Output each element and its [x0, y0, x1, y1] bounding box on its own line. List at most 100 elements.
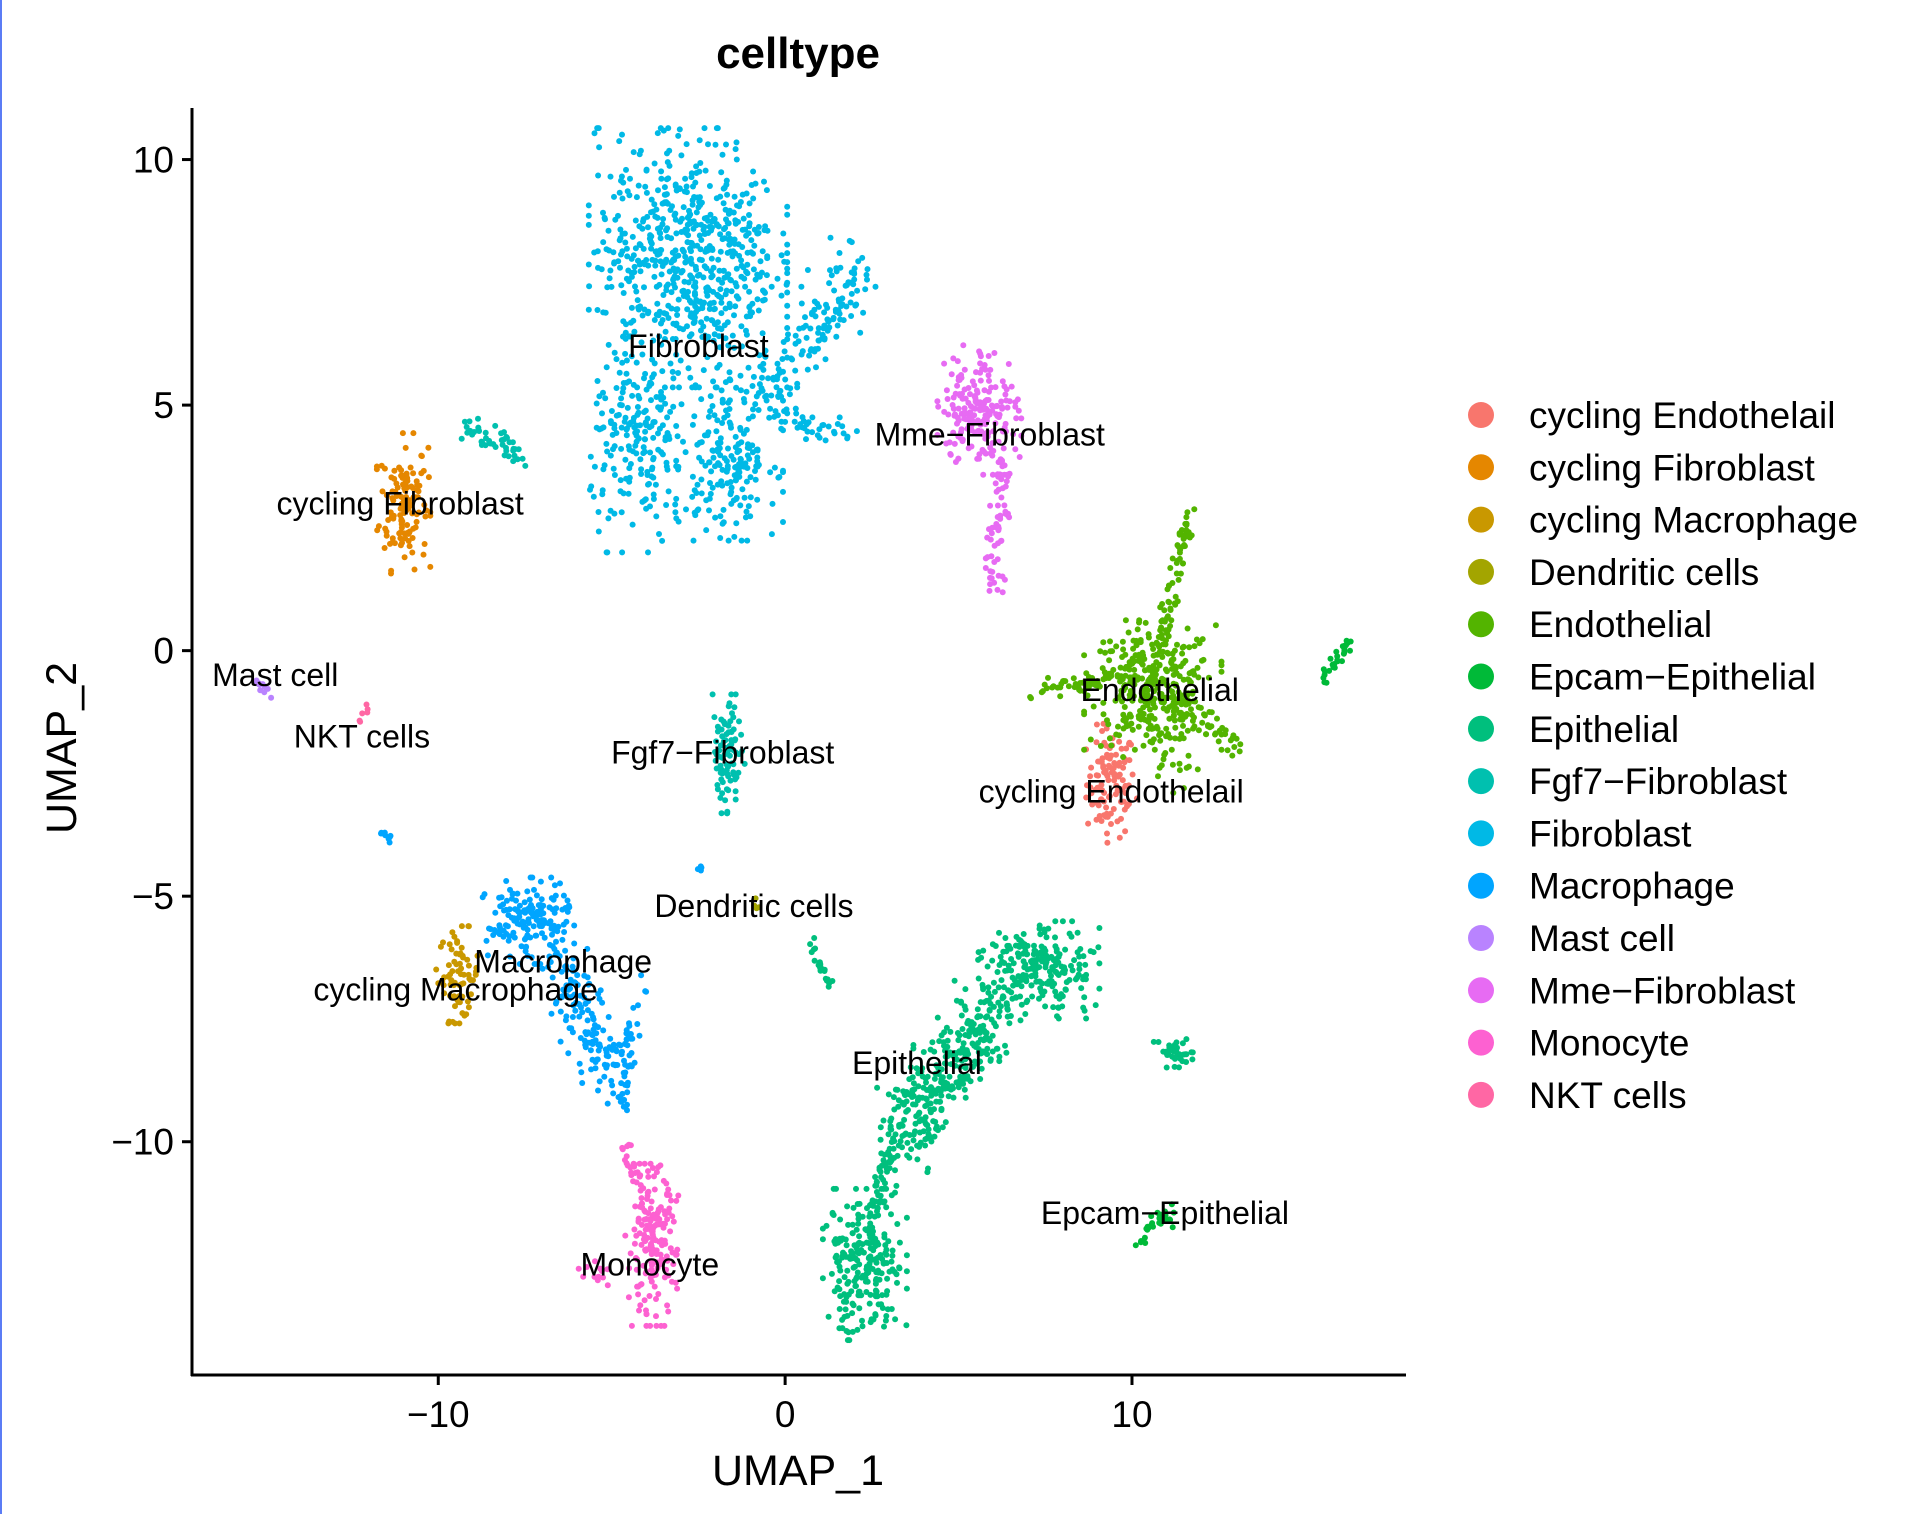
data-point	[910, 1131, 917, 1138]
data-point	[621, 1057, 627, 1064]
data-point	[918, 1068, 925, 1075]
data-point	[689, 421, 696, 428]
data-point	[995, 984, 1002, 991]
data-point	[935, 1085, 942, 1092]
data-point	[647, 1274, 654, 1281]
data-point	[1015, 407, 1022, 414]
data-point	[1164, 1052, 1171, 1058]
data-point	[1050, 683, 1057, 690]
data-point	[750, 373, 757, 380]
data-point	[584, 1017, 591, 1024]
data-point	[1160, 1048, 1167, 1055]
data-point	[592, 1065, 599, 1072]
data-point	[1100, 798, 1107, 805]
data-point	[878, 1185, 885, 1192]
data-point	[1162, 641, 1169, 648]
data-point	[577, 992, 584, 999]
data-point	[505, 937, 512, 944]
data-point	[824, 316, 831, 323]
data-point	[1152, 681, 1159, 687]
data-point	[755, 307, 762, 314]
data-point	[1189, 1056, 1196, 1063]
data-point	[985, 989, 992, 996]
data-point	[1104, 830, 1110, 837]
data-point	[676, 325, 683, 332]
data-point	[821, 336, 828, 343]
legend-label: NKT cells	[1529, 1075, 1687, 1116]
data-point	[623, 357, 630, 364]
data-point	[667, 1245, 674, 1252]
data-point	[886, 1268, 893, 1275]
x-tick-label: −10	[407, 1394, 470, 1435]
data-point	[718, 810, 725, 817]
legend-label: cycling Fibroblast	[1529, 447, 1816, 488]
data-point	[718, 387, 725, 394]
data-point	[645, 1210, 652, 1217]
data-point	[642, 428, 649, 435]
data-point	[619, 389, 626, 396]
data-point	[1168, 657, 1175, 663]
data-point	[1005, 361, 1012, 367]
data-point	[578, 1069, 585, 1076]
data-point	[704, 354, 711, 361]
data-point	[643, 167, 650, 174]
data-point	[768, 283, 775, 290]
data-point	[767, 469, 774, 476]
data-point	[738, 731, 745, 738]
data-point	[984, 534, 991, 541]
data-point	[1126, 739, 1133, 746]
cluster-label: Epcam−Epithelial	[1041, 1195, 1289, 1231]
data-point	[1134, 674, 1141, 681]
data-point	[602, 216, 608, 223]
data-point	[825, 423, 832, 430]
data-point	[559, 993, 566, 1000]
data-point	[638, 972, 645, 979]
data-point	[977, 360, 984, 367]
data-point	[513, 907, 520, 913]
data-point	[1140, 704, 1147, 711]
data-point	[938, 1107, 945, 1114]
data-point	[486, 437, 493, 444]
data-point	[859, 1323, 866, 1330]
data-point	[620, 179, 627, 186]
data-point	[741, 399, 748, 406]
data-point	[752, 895, 759, 902]
data-point	[754, 230, 761, 237]
data-point	[1069, 918, 1076, 925]
data-point	[1334, 653, 1341, 660]
data-point	[259, 681, 266, 688]
data-point	[771, 464, 778, 471]
data-point	[837, 1216, 844, 1223]
data-point	[670, 403, 677, 410]
data-point	[639, 498, 646, 505]
data-point	[645, 1168, 651, 1175]
data-point	[1043, 685, 1050, 692]
data-point	[664, 150, 670, 157]
data-point	[1149, 1220, 1156, 1227]
data-point	[655, 1164, 662, 1171]
data-point	[465, 923, 472, 930]
data-point	[724, 465, 731, 472]
data-point	[688, 170, 695, 177]
data-point	[570, 967, 577, 974]
data-point	[941, 360, 948, 367]
data-point	[409, 510, 416, 517]
data-point	[1001, 462, 1008, 469]
data-point	[880, 1199, 887, 1206]
data-point	[1106, 793, 1113, 800]
data-point	[1120, 646, 1127, 653]
data-point	[997, 514, 1003, 521]
data-point	[1065, 683, 1072, 690]
data-point	[991, 350, 998, 356]
data-point	[658, 168, 665, 175]
data-point	[585, 998, 592, 1005]
data-point	[745, 364, 752, 371]
x-axis-ticks: −10 0 10	[407, 1375, 1153, 1435]
data-point	[635, 182, 642, 189]
data-point	[1320, 674, 1327, 681]
data-point	[736, 461, 742, 468]
data-point	[710, 378, 717, 385]
data-point	[654, 300, 661, 307]
legend-item: Fibroblast	[1468, 813, 1692, 854]
data-point	[943, 1024, 950, 1031]
